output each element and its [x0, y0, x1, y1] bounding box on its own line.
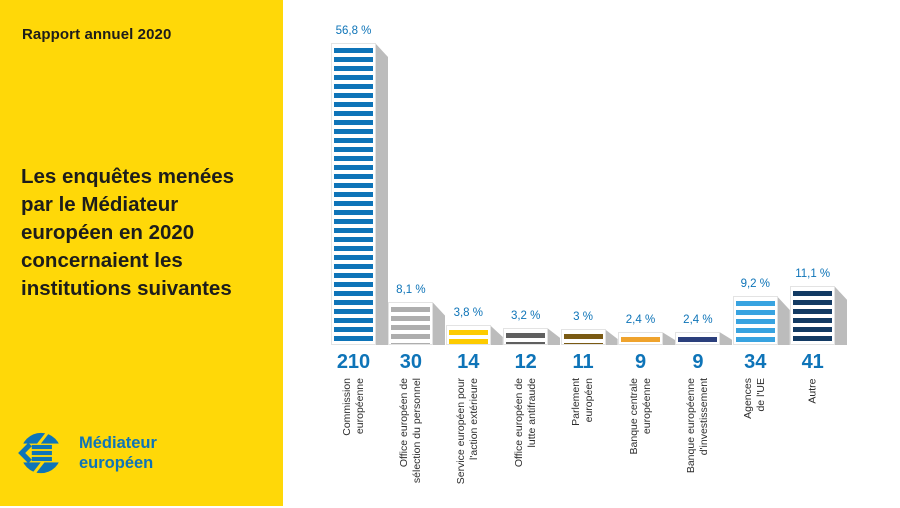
bar-stripes [793, 287, 833, 344]
category-label: Banque européenne d'investissement [684, 378, 710, 474]
bar-shadow [719, 332, 733, 345]
percent-label: 8,1 % [396, 284, 426, 296]
bar-shadow [432, 302, 446, 345]
bar-stripes [563, 330, 603, 344]
category-label: Agences de l'UE [742, 378, 768, 419]
percent-label: 11,1 % [795, 268, 831, 280]
bar-3 [445, 325, 491, 345]
category-label: Commission européenne [340, 378, 366, 436]
category-label: Banque centrale européenne [627, 378, 653, 455]
bar-2 [388, 302, 434, 345]
value-label: 34 [744, 351, 767, 373]
bar-shadow [604, 329, 618, 345]
category-label: Parlement européen [570, 378, 596, 426]
bar-8 [732, 296, 778, 345]
percent-label: 3,8 % [453, 307, 483, 319]
ombudsman-logo-text: Médiateur européen [79, 434, 157, 472]
bar-5 [560, 329, 606, 345]
bar-stripes [735, 297, 775, 344]
value-label: 41 [801, 351, 824, 373]
bar-stripes [334, 44, 373, 344]
category-label: Office européen de sélection du personne… [397, 378, 423, 484]
percent-label: 9,2 % [740, 278, 770, 290]
value-label: 9 [634, 351, 647, 373]
percent-label: 3 % [573, 311, 593, 323]
percent-label: 2,4 % [625, 314, 656, 326]
value-label: 9 [692, 351, 704, 373]
bar-shadow [662, 332, 675, 345]
bar-shadow [547, 328, 561, 345]
category-label: Autre [806, 378, 819, 404]
bar-stripes [621, 333, 660, 344]
bar-shadow [834, 286, 848, 345]
bar-stripes [506, 329, 546, 344]
value-label: 14 [457, 351, 480, 373]
category-label: Service européen pour l'action extérieur… [455, 378, 481, 485]
value-label: 11 [572, 351, 594, 373]
bar-6 [618, 332, 663, 345]
page-title: Les enquêtes menées par le Médiateur eur… [21, 165, 235, 300]
ombudsman-logo-icon [18, 430, 64, 476]
percent-label: 56,8 % [335, 25, 372, 37]
bar-1 [331, 43, 376, 345]
value-label: 12 [514, 351, 537, 373]
value-label: 210 [336, 351, 371, 373]
ombudsman-logo: Médiateur européen [18, 430, 157, 476]
bar-4 [503, 328, 549, 345]
value-label: 30 [399, 351, 423, 373]
percent-label: 3,2 % [510, 310, 541, 322]
bar-stripes [448, 326, 488, 344]
percent-label: 2,4 % [683, 314, 713, 326]
left-panel: Rapport annuel 2020 Les enquêtes menées … [0, 0, 283, 506]
bar-shadow [375, 43, 388, 345]
bar-stripes [391, 303, 431, 344]
bar-shadow [776, 296, 790, 345]
category-label: Office européen de lutte antifraude [512, 378, 538, 468]
bar-shadow [489, 325, 503, 345]
report-label: Rapport annuel 2020 [22, 26, 172, 43]
bar-7 [675, 332, 721, 345]
bar-9 [790, 286, 836, 345]
bar-stripes [678, 333, 718, 344]
bar-chart: 56,8 % 210 Commission européenne 8,1 % 30 Off… [283, 0, 900, 506]
